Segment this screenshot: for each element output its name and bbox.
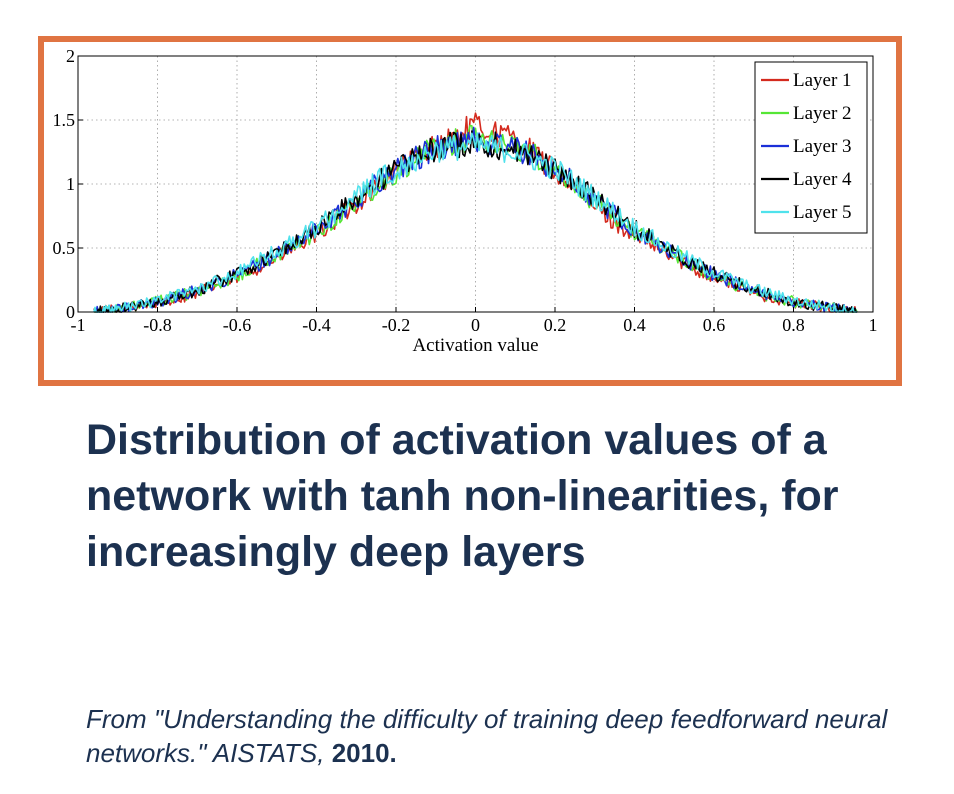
x-tick-label: -0.4 xyxy=(302,315,331,335)
x-tick-label: 0.2 xyxy=(544,315,567,335)
x-tick-label: -0.6 xyxy=(223,315,252,335)
legend-label-layer-3: Layer 3 xyxy=(793,136,852,157)
citation-year: 2010. xyxy=(331,738,397,768)
x-tick-label: -1 xyxy=(71,315,86,335)
legend-label-layer-5: Layer 5 xyxy=(793,202,852,223)
chart-frame: -1 -0.8 -0.6 -0.4 -0.2 0 0.2 0.4 0.6 0.8 1 0 0.5 1 1.5… xyxy=(38,36,902,386)
x-tick-label: 0.6 xyxy=(703,315,726,335)
series-line-layer-5 xyxy=(93,132,858,313)
y-tick-label: 0 xyxy=(66,302,75,322)
legend-label-layer-1: Layer 1 xyxy=(793,70,852,91)
y-tick-label: 1.5 xyxy=(53,110,76,130)
y-tick-label: 0.5 xyxy=(53,238,76,258)
y-tick-label: 2 xyxy=(66,46,75,66)
legend-box xyxy=(754,61,868,234)
x-axis-label: Activation value xyxy=(412,335,538,356)
y-tick-label: 1 xyxy=(66,174,75,194)
x-tick-label: 0.4 xyxy=(623,315,646,335)
legend-label-layer-2: Layer 2 xyxy=(793,103,852,124)
x-tick-label: -0.8 xyxy=(143,315,172,335)
legend-label-layer-4: Layer 4 xyxy=(793,169,852,190)
x-tick-label: 1 xyxy=(869,315,878,335)
x-tick-label: 0 xyxy=(471,315,480,335)
citation: From "Understanding the difficulty of tr… xyxy=(86,702,906,770)
figure-caption: Distribution of activation values of a n… xyxy=(86,416,839,576)
x-tick-label: -0.2 xyxy=(382,315,411,335)
citation-text: From "Understanding the difficulty of tr… xyxy=(86,704,888,768)
activation-distribution-chart: -1 -0.8 -0.6 -0.4 -0.2 0 0.2 0.4 0.6 0.8 1 0 0.5 1 1.5… xyxy=(53,46,878,356)
x-tick-label: 0.8 xyxy=(782,315,805,335)
